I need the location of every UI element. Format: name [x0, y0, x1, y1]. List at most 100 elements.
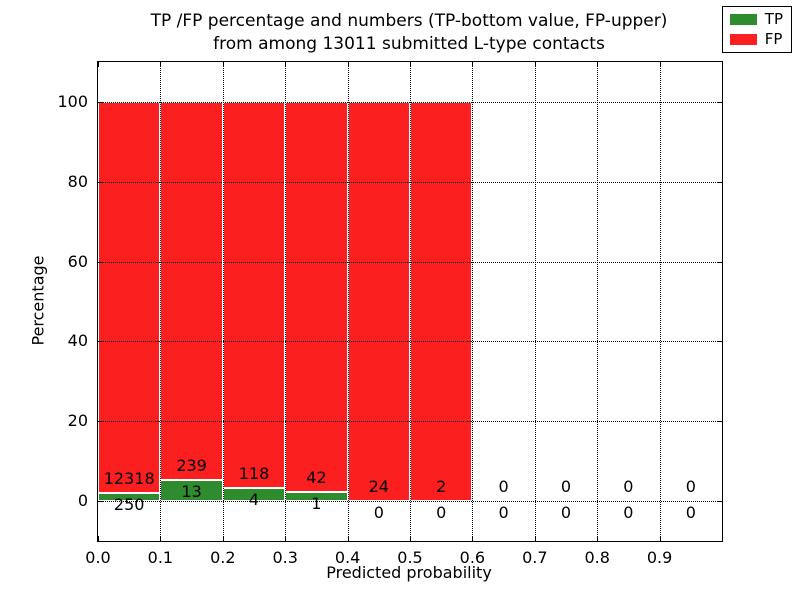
fp-count-label: 12318	[103, 469, 155, 489]
y-tick-mark-right	[717, 101, 722, 103]
bar-tp-segment	[98, 493, 161, 502]
tp-count-label: 250	[113, 495, 145, 515]
tp-count-label: 0	[685, 503, 696, 523]
x-tick-mark-top	[597, 62, 599, 67]
x-tick-mark-bottom	[597, 536, 599, 541]
legend-entry-tp: TP	[729, 10, 783, 28]
bar-fp-segment	[410, 101, 473, 502]
gridline-horizontal	[98, 421, 722, 423]
bar-fp-segment	[347, 101, 410, 502]
tp-count-label: 0	[436, 503, 447, 523]
y-tick-mark-left	[98, 341, 103, 343]
tp-count-label: 4	[248, 489, 260, 509]
x-tick-label: 0.0	[85, 548, 111, 567]
gridline-vertical	[347, 62, 349, 541]
y-tick-mark-right	[717, 181, 722, 183]
bar-fp-segment	[160, 101, 223, 481]
fp-count-label: 2	[436, 477, 447, 497]
y-tick-label: 60	[67, 251, 88, 271]
gridline-vertical	[534, 62, 536, 541]
gridline-vertical	[222, 62, 224, 541]
fp-count-label: 0	[498, 477, 509, 497]
gridline-horizontal	[98, 501, 722, 503]
fp-count-label: 0	[685, 477, 696, 497]
x-tick-label: 0.9	[646, 548, 673, 567]
x-tick-label: 0.5	[397, 548, 423, 567]
legend: TP FP	[721, 6, 792, 53]
x-tick-mark-bottom	[410, 536, 411, 541]
tp-count-label: 0	[498, 503, 509, 523]
y-tick-mark-left	[98, 181, 103, 183]
x-tick-label: 0.1	[147, 548, 174, 567]
x-tick-label: 0.4	[334, 548, 361, 567]
x-tick-mark-top	[534, 62, 536, 67]
x-axis-label: Predicted probability	[326, 563, 492, 582]
gridline-vertical	[160, 62, 162, 541]
x-tick-mark-top	[98, 62, 99, 67]
tp-count-label: 0	[373, 503, 384, 523]
gridline-vertical	[659, 62, 661, 541]
x-tick-mark-bottom	[160, 536, 162, 541]
gridline-horizontal	[98, 261, 722, 263]
x-tick-mark-bottom	[472, 536, 474, 541]
plot-area: 12318 250 239 13 118 4 42 1 24 0 2 0 0 0 0 0 0 0 0 0 0.0 0.1 0…	[57, 61, 723, 567]
chart-title: TP /FP percentage and numbers (TP-bottom…	[97, 10, 721, 56]
gridline-vertical	[597, 62, 599, 541]
fp-count-label: 118	[238, 463, 270, 483]
x-tick-mark-top	[160, 62, 162, 67]
y-tick-label: 80	[67, 171, 88, 191]
y-tick-label: 100	[57, 91, 88, 111]
x-tick-label: 0.2	[210, 548, 236, 567]
x-tick-label: 0.6	[459, 548, 486, 567]
y-tick-mark-left	[98, 501, 103, 503]
legend-entry-fp: FP	[729, 30, 783, 48]
y-tick-mark-left	[98, 101, 103, 103]
legend-label-fp: FP	[764, 30, 783, 48]
x-tick-mark-bottom	[98, 536, 99, 541]
y-tick-mark-left	[98, 261, 103, 263]
tp-count-label: 13	[181, 482, 202, 502]
fp-count-label: 42	[306, 467, 327, 487]
y-tick-mark-right	[717, 341, 722, 343]
x-tick-mark-top	[222, 62, 224, 67]
x-tick-mark-top	[285, 62, 287, 67]
y-tick-label: 40	[67, 331, 88, 351]
y-tick-mark-left	[98, 421, 103, 423]
gridline-vertical	[285, 62, 287, 541]
x-tick-mark-bottom	[659, 536, 661, 541]
x-tick-label: 0.3	[272, 548, 298, 567]
y-tick-label: 0	[77, 491, 88, 511]
x-tick-mark-top	[659, 62, 661, 67]
x-tick-label: 0.7	[522, 548, 548, 567]
gridline-vertical	[472, 62, 474, 541]
x-tick-mark-bottom	[347, 536, 349, 541]
y-tick-label: 20	[67, 411, 88, 431]
y-axis-label-wrap: Percentage	[20, 61, 56, 540]
bar-fp-segment	[285, 101, 348, 492]
y-tick-mark-right	[717, 261, 722, 263]
fp-count-label: 239	[176, 456, 207, 476]
chart-title-line2: from among 13011 submitted L-type contac…	[213, 34, 605, 54]
tp-count-label: 1	[311, 493, 322, 513]
x-tick-mark-bottom	[222, 536, 224, 541]
tp-count-label: 0	[560, 503, 572, 523]
x-tick-mark-bottom	[534, 536, 536, 541]
gridline-vertical	[410, 62, 411, 541]
y-tick-mark-right	[717, 501, 722, 503]
chart-title-line1: TP /FP percentage and numbers (TP-bottom…	[150, 11, 668, 31]
fp-color-swatch	[729, 34, 757, 45]
x-tick-label: 0.8	[584, 548, 610, 567]
gridline-horizontal	[98, 101, 722, 103]
bar-fp-segment	[222, 101, 286, 488]
fp-count-label: 0	[560, 477, 572, 497]
x-tick-mark-top	[410, 62, 411, 67]
x-tick-mark-top	[347, 62, 349, 67]
fp-count-label: 0	[623, 477, 634, 497]
gridline-horizontal	[98, 181, 722, 183]
tp-count-label: 0	[623, 503, 634, 523]
fp-count-label: 24	[368, 477, 389, 497]
bar-fp-segment	[98, 101, 161, 494]
x-tick-mark-bottom	[285, 536, 287, 541]
legend-label-tp: TP	[764, 10, 783, 28]
